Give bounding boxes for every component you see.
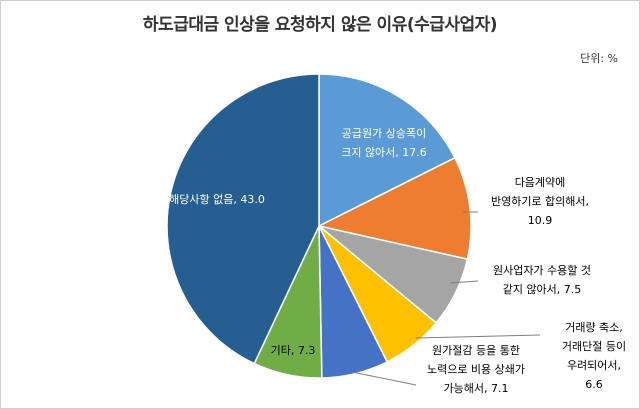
data-label: 공급원가 상승폭이 크지 않아서, 17.6 bbox=[341, 127, 427, 159]
data-label: 해당사항 없음, 43.0 bbox=[169, 192, 265, 206]
leader-line bbox=[449, 280, 479, 284]
data-label: 다음계약에 반영하기로 합의해서, 10.9 bbox=[491, 175, 589, 227]
chart-title: 하도급대금 인상을 요청하지 않은 이유(수급사업자) bbox=[142, 15, 498, 35]
unit-label: 단위: % bbox=[580, 52, 618, 65]
pie-slice bbox=[166, 73, 320, 365]
leader-line bbox=[415, 334, 541, 339]
pie-slice bbox=[318, 73, 456, 228]
data-label: 원가절감 등을 통한 노력으로 비용 상쇄가 가능해서, 7.1 bbox=[427, 344, 525, 395]
data-label: 거래량 축소, 거래단절 등이 우려되어서, 6.6 bbox=[562, 321, 626, 391]
leader-line bbox=[351, 371, 417, 386]
data-label: 원사업자가 수용할 것 같지 않아서, 7.5 bbox=[493, 264, 591, 296]
data-label: 기타, 7.3 bbox=[271, 344, 316, 357]
